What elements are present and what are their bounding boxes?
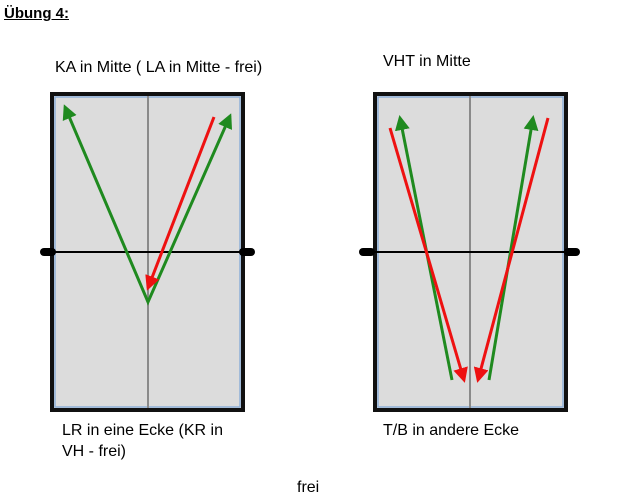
left-table [40,92,255,412]
right-table-bottom-label: T/B in andere Ecke [383,422,520,439]
right-green-arrow-right [487,115,539,381]
left-table-top-label: KA in Mitte ( LA in Mitte - frei) [55,59,263,76]
footer-label: frei [297,479,320,496]
left-table-bottom-label: LR in eine Ecke (KR in VH - frei) [62,420,223,462]
right-table-top-label: VHT in Mitte [383,53,471,70]
exercise-title: Übung 4: [4,5,69,22]
left-red-arrow [145,116,216,291]
right-red-arrow-right [473,117,550,383]
left-green-arrow-path [62,104,233,306]
left-table-bottom-label-line1: LR in eine Ecke (KR in [62,422,223,439]
left-table-bottom-label-line2: VH - frei) [62,443,126,460]
right-table [359,92,580,412]
right-red-arrow-left [388,127,468,383]
